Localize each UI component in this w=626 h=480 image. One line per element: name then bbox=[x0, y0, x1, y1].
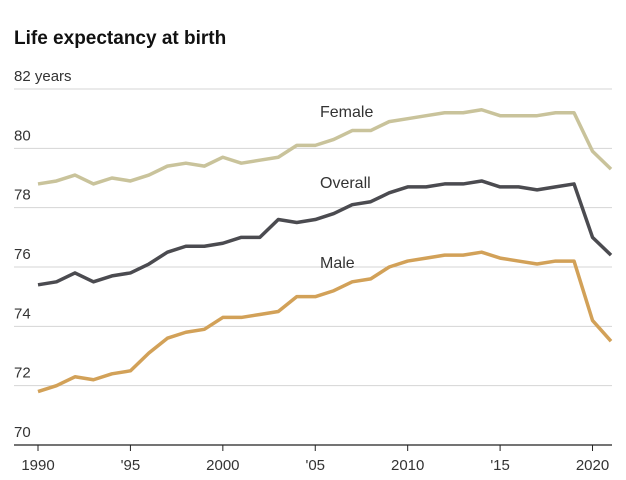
chart-title: Life expectancy at birth bbox=[14, 28, 226, 49]
y-tick-label: 78 bbox=[14, 187, 31, 204]
series-label: Female bbox=[320, 104, 373, 121]
series-line bbox=[37, 179, 613, 287]
y-tick-label: 70 bbox=[14, 424, 31, 441]
x-tick-label: 2010 bbox=[391, 457, 424, 474]
x-tick-label: 2020 bbox=[576, 457, 609, 474]
y-tick-label: 80 bbox=[14, 127, 31, 144]
x-tick-label: '95 bbox=[121, 457, 141, 474]
series-label: Male bbox=[320, 255, 355, 272]
x-tick-label: '15 bbox=[490, 457, 510, 474]
y-tick-label: 76 bbox=[14, 246, 31, 263]
series-line bbox=[37, 108, 613, 186]
series-line bbox=[37, 250, 613, 394]
series-label: Overall bbox=[320, 175, 371, 192]
x-tick-label: '05 bbox=[305, 457, 325, 474]
x-tick-label: 1990 bbox=[21, 457, 54, 474]
x-tick-label: 2000 bbox=[206, 457, 239, 474]
y-tick-label: 72 bbox=[14, 365, 31, 382]
y-tick-label: 74 bbox=[14, 305, 31, 322]
y-tick-label: 82 years bbox=[14, 68, 72, 85]
